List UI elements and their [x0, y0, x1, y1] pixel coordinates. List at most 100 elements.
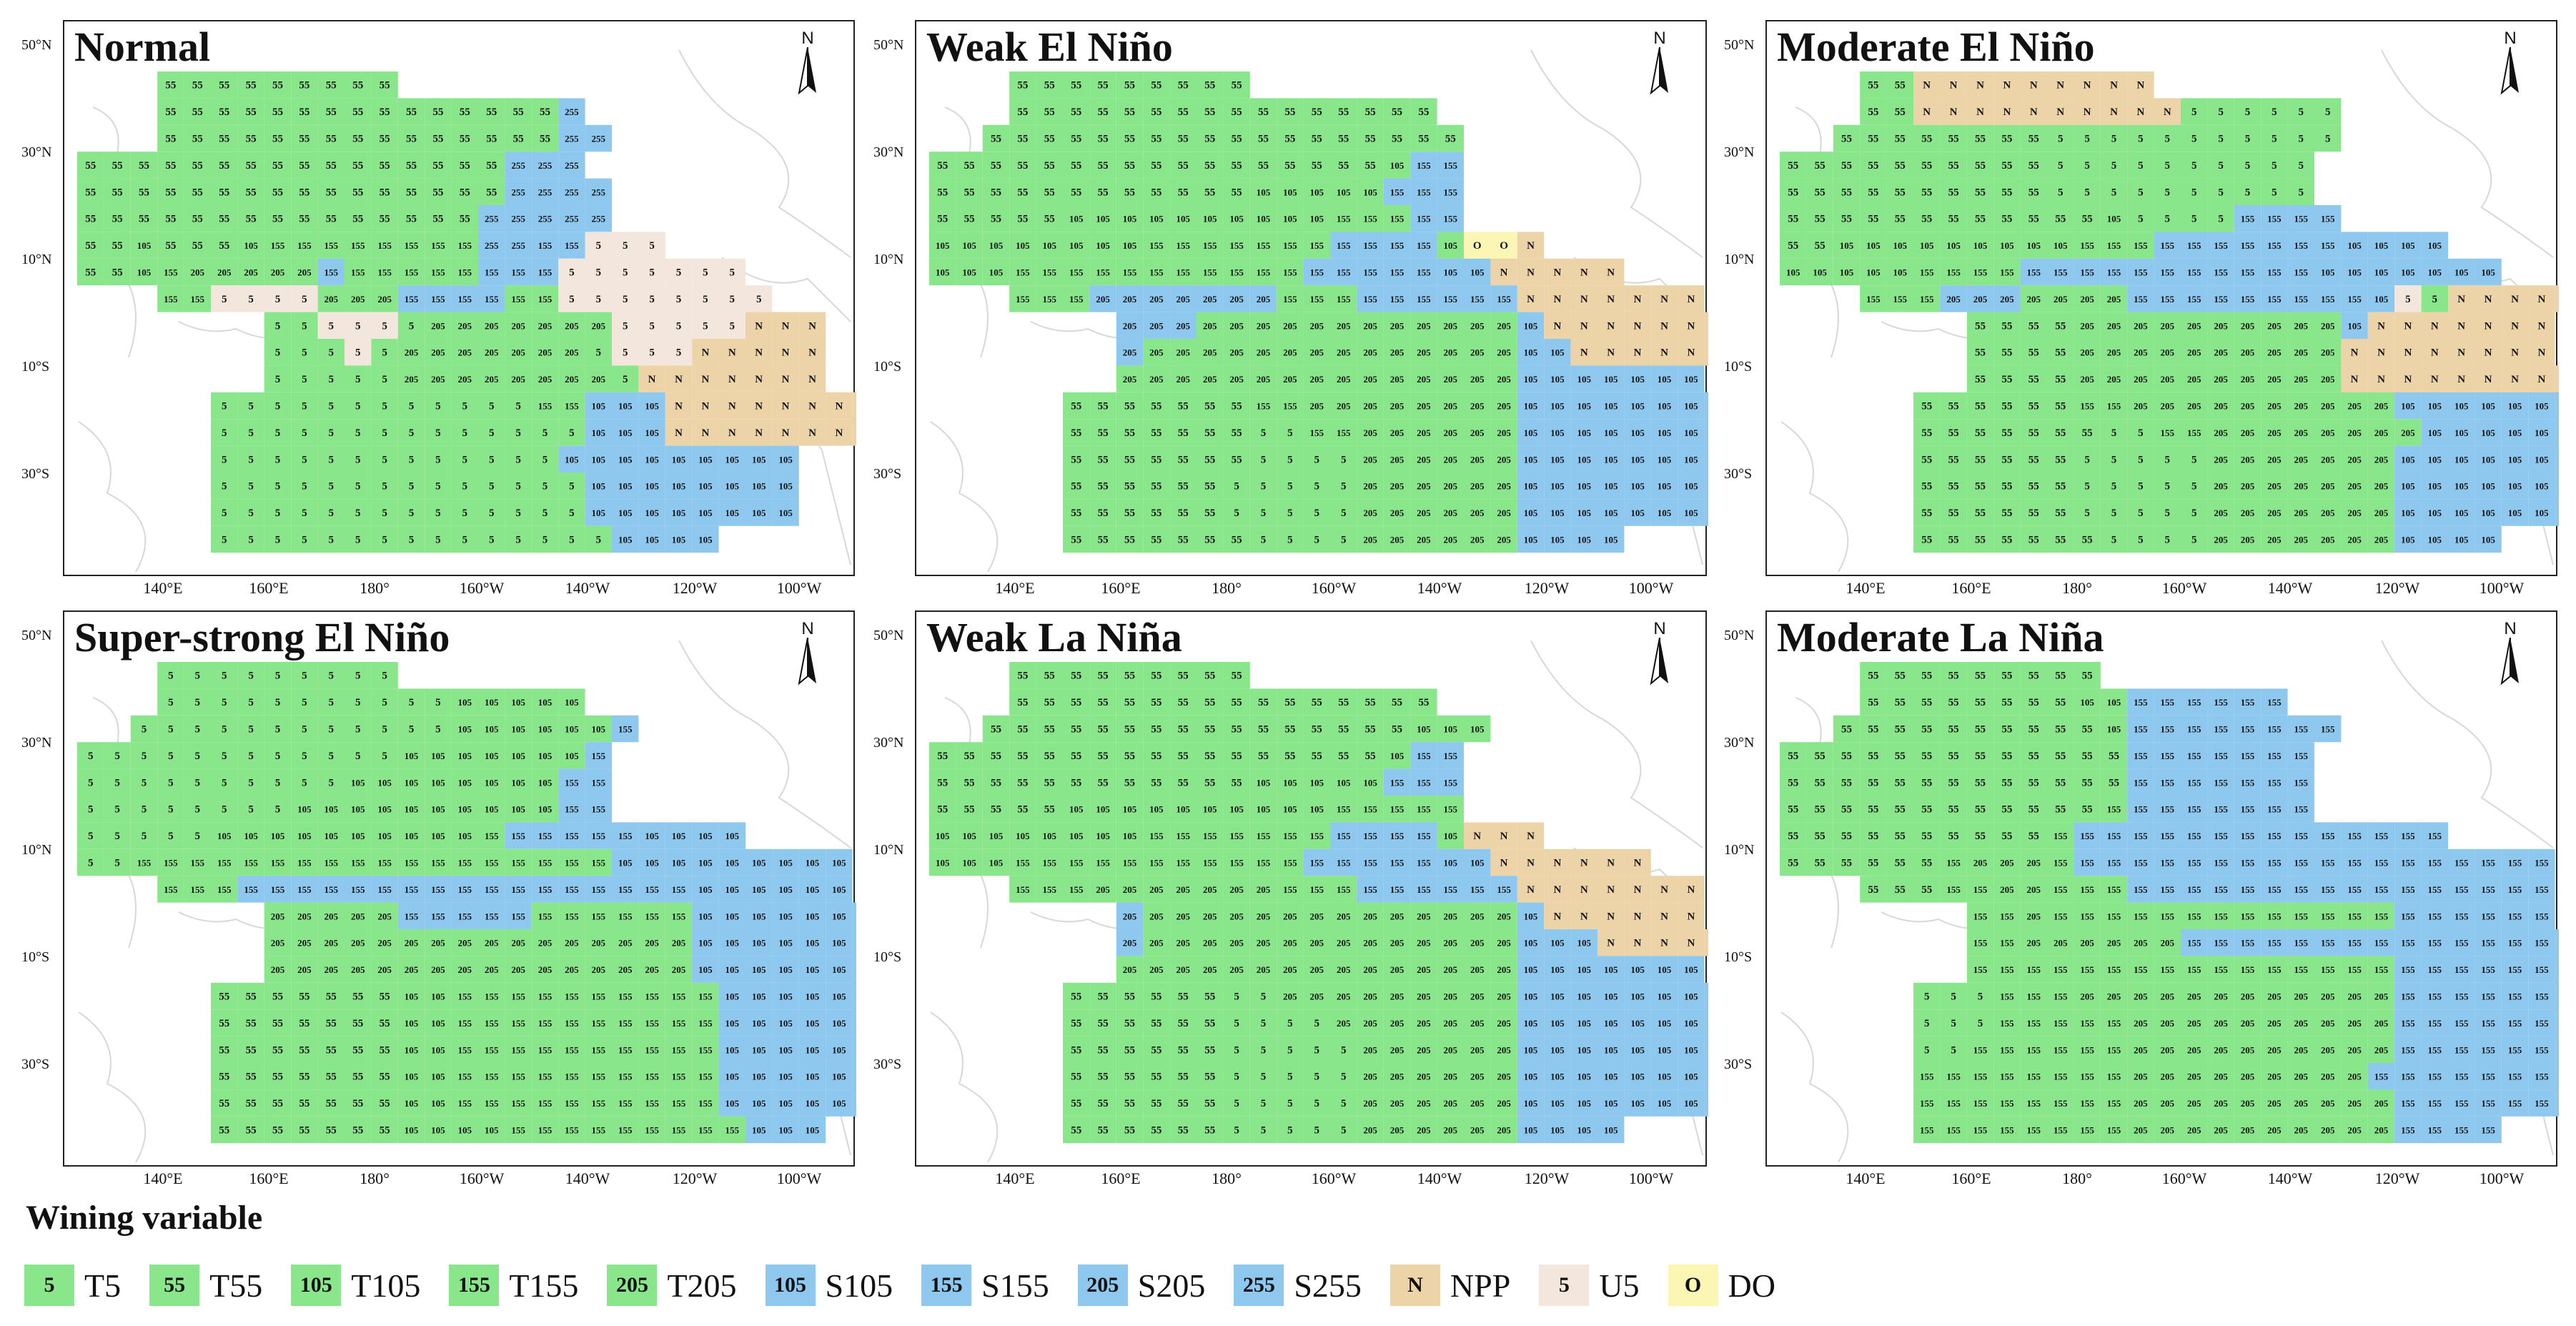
grid-cell-fill: [1197, 152, 1224, 179]
grid-cell-label: 55: [1815, 240, 1826, 252]
grid-cell: 155: [665, 1116, 693, 1144]
grid-cell-fill: [264, 472, 292, 500]
grid-cell-label: 155: [2027, 267, 2041, 278]
grid-cell: N: [2154, 98, 2181, 125]
grid-cell-label: 5: [248, 804, 254, 816]
grid-cell-fill: [1464, 445, 1491, 472]
grid-cell: 155: [531, 876, 559, 903]
grid-cell: N: [1650, 285, 1678, 312]
grid-cell: 55: [1886, 205, 1913, 232]
grid-cell-fill: [2020, 232, 2047, 259]
grid-cell-label: 155: [485, 911, 499, 921]
grid-cell-fill: [505, 848, 532, 876]
grid-cell: 105: [451, 796, 478, 823]
grid-cell-label: 155: [1257, 240, 1271, 251]
grid-cell-label: 105: [778, 938, 793, 949]
grid-cell-label: 205: [431, 964, 445, 975]
grid-cell: 5: [451, 472, 478, 500]
grid-cell-fill: [211, 796, 238, 823]
grid-cell: 5: [2234, 152, 2262, 179]
grid-cell: 255: [478, 205, 505, 232]
grid-cell: 205: [2287, 339, 2314, 366]
grid-cell: 55: [1063, 98, 1090, 125]
grid-cell-fill: [451, 848, 478, 876]
grid-cell-label: 205: [2294, 508, 2309, 518]
grid-cell-label: 105: [1390, 160, 1405, 171]
grid-cell-fill: [2287, 525, 2314, 553]
grid-cell-fill: [2127, 472, 2154, 500]
grid-cell: 155: [1249, 392, 1277, 420]
grid-cell-label: 155: [2267, 240, 2282, 251]
grid-cell-label: 155: [1096, 267, 1110, 278]
grid-cell: 55: [505, 98, 532, 125]
grid-cell-fill: [585, 312, 612, 339]
grid-cell: 5: [2100, 124, 2128, 152]
grid-cell-fill: [237, 152, 264, 179]
grid-cell-label: 55: [299, 134, 309, 145]
grid-cell-fill: [1169, 392, 1197, 420]
grid-cell-fill: [585, 902, 612, 929]
grid-cell: 55: [1886, 98, 1913, 125]
grid-cell-fill: [451, 768, 478, 796]
grid-cell-label: 55: [246, 80, 257, 91]
grid-cell: 55: [1089, 688, 1116, 716]
grid-cell-fill: [2287, 258, 2314, 286]
grid-cell-fill: [585, 796, 612, 823]
grid-cell-fill: [425, 902, 452, 929]
grid-cell-label: 155: [672, 991, 686, 1002]
grid-cell: 105: [1678, 365, 1705, 392]
grid-cell: 55: [237, 982, 264, 1010]
grid-cell: 155: [531, 1009, 559, 1036]
grid-cell: 55: [104, 178, 131, 205]
grid-cell-label: 205: [2214, 481, 2228, 492]
grid-cell-label: 105: [2107, 214, 2121, 224]
grid-cell-fill: [1277, 232, 1304, 259]
grid-cell-label: 55: [219, 1125, 229, 1137]
grid-cell-label: 5: [382, 347, 387, 359]
grid-cell: 55: [1993, 205, 2021, 232]
grid-cell: 5: [157, 796, 184, 823]
grid-cell: 55: [1116, 688, 1144, 716]
grid-cell: 55: [237, 98, 264, 125]
grid-cell-label: 155: [698, 1044, 713, 1055]
grid-cell-fill: [2394, 365, 2422, 392]
grid-cell: 105: [772, 876, 799, 903]
grid-cell-label: 205: [2347, 401, 2362, 412]
grid-cell-label: 5: [2245, 107, 2251, 118]
grid-cell: 155: [531, 902, 559, 929]
grid-cell: 55: [1169, 662, 1197, 689]
grid-cell-label: 155: [485, 858, 499, 869]
grid-cell: 155: [397, 232, 425, 259]
grid-cell: 5: [2181, 124, 2208, 152]
grid-cell-label: 55: [991, 724, 1001, 736]
grid-cell: 55: [1197, 419, 1224, 446]
grid-cell: 5: [291, 445, 318, 472]
grid-cell-fill: [1490, 339, 1517, 366]
grid-cell: 105: [745, 1036, 773, 1063]
grid-cell-label: N: [1950, 107, 1958, 118]
grid-cell-label: 205: [405, 964, 419, 975]
grid-cell-fill: [2367, 472, 2395, 500]
grid-cell: 5: [397, 472, 425, 500]
grid-cell-fill: [505, 392, 532, 420]
grid-cell: 205: [371, 956, 398, 983]
grid-cell: 55: [184, 152, 211, 179]
grid-cell-label: 5: [2111, 508, 2117, 519]
grid-cell: 205: [2367, 525, 2395, 553]
grid-cell-label: 105: [698, 964, 713, 975]
grid-cell-label: 55: [1841, 160, 1852, 172]
north-arrow-icon: N: [1645, 29, 1674, 97]
grid-cell-label: 155: [485, 991, 499, 1002]
grid-cell-fill: [371, 339, 398, 366]
grid-cell-fill: [1169, 152, 1197, 179]
grid-cell-label: 55: [1178, 134, 1189, 145]
grid-cell-label: 155: [1470, 294, 1485, 305]
grid-cell-fill: [1966, 312, 1994, 339]
grid-cell-label: 5: [195, 724, 201, 736]
grid-cell-fill: [451, 312, 478, 339]
grid-cell-label: N: [2351, 347, 2359, 359]
grid-cell-label: 105: [297, 804, 312, 815]
grid-cell-label: 5: [623, 294, 628, 305]
grid-cell-fill: [157, 285, 184, 312]
grid-cell: 155: [1437, 178, 1464, 205]
